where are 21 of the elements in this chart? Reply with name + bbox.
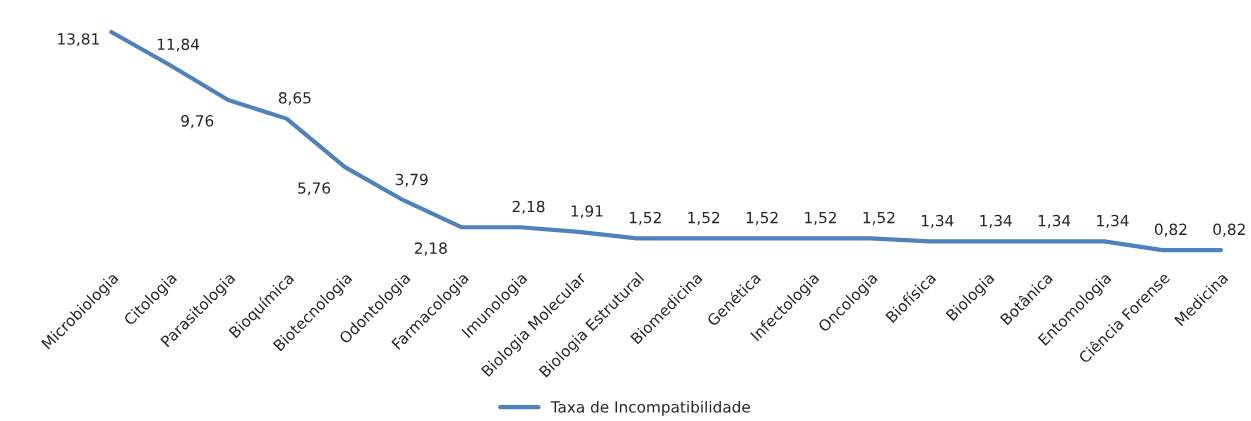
data-label: 0,82 (1154, 223, 1187, 237)
data-label: 1,34 (1038, 214, 1071, 228)
data-label: 1,34 (980, 214, 1012, 228)
legend-label: Taxa de Incompatibilidade (550, 400, 750, 416)
data-label: 1,52 (863, 211, 895, 225)
data-label: 2,18 (512, 200, 545, 214)
data-label: 3,79 (395, 173, 428, 187)
data-label: 1,34 (921, 214, 954, 228)
data-label: 11,84 (157, 38, 200, 52)
data-label: 8,65 (278, 92, 311, 106)
data-label: 5,76 (298, 182, 331, 196)
data-label: 1,52 (629, 211, 661, 225)
data-label: 1,52 (805, 211, 836, 225)
data-label: 9,76 (181, 115, 214, 129)
data-label: 1,52 (746, 211, 778, 225)
data-label: 1,34 (1097, 214, 1129, 228)
data-label: 1,52 (688, 211, 720, 225)
data-label: 0,82 (1213, 223, 1245, 237)
data-label: 2,18 (414, 242, 447, 256)
data-label: 1,91 (571, 205, 603, 219)
data-label: 13,81 (58, 33, 99, 47)
